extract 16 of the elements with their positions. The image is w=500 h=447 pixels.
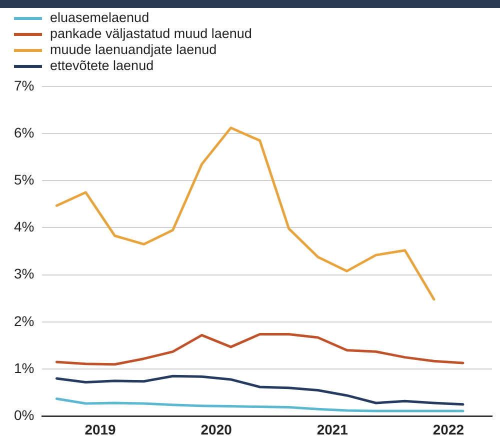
y-tick-label: 7% [14, 77, 34, 94]
x-tick-label: 2019 [84, 421, 116, 438]
y-tick-label: 4% [14, 218, 34, 235]
legend-label: ettevõtete laenud [50, 58, 154, 74]
y-tick-label: 2% [14, 312, 34, 329]
y-tick-label: 1% [14, 360, 34, 376]
y-tick-label: 6% [14, 124, 34, 140]
y-tick-label: 3% [14, 266, 34, 282]
x-tick-label: 2020 [200, 421, 232, 438]
legend-label: pankade väljastatud muud laenud [50, 26, 252, 42]
x-tick-label: 2022 [432, 421, 464, 438]
x-tick-label: 2021 [316, 421, 348, 438]
legend-label: eluasemelaenud [50, 10, 150, 26]
y-tick-label: 5% [14, 171, 34, 188]
legend-label: muude laenuandjate laenud [50, 42, 217, 58]
y-tick-label: 0% [14, 407, 34, 424]
